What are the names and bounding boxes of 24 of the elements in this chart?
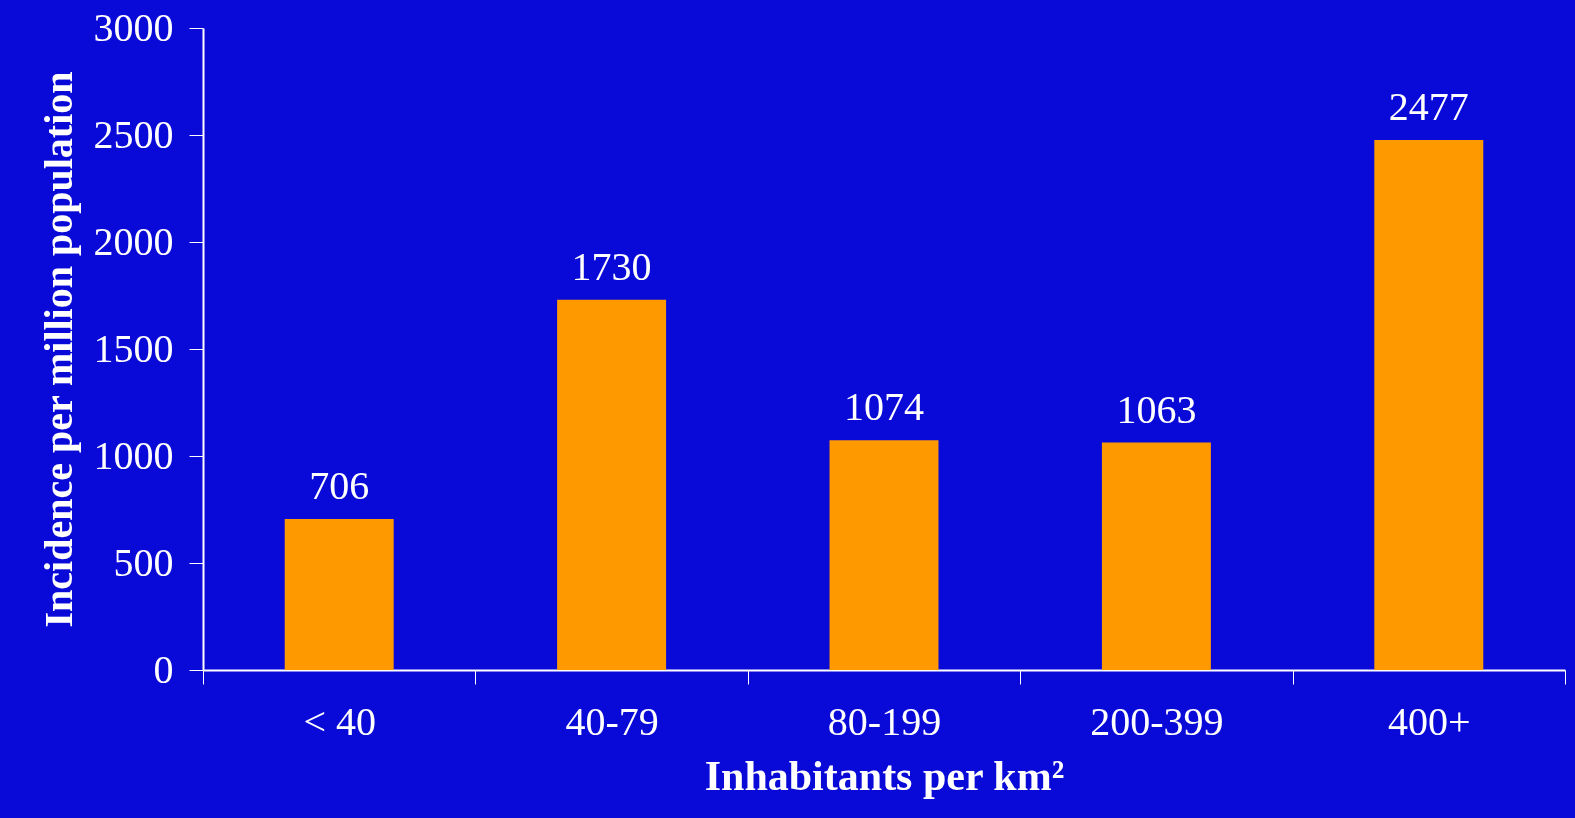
y-tick-label: 0 <box>153 646 174 692</box>
data-label: 1063 <box>1116 386 1197 432</box>
data-label: 1074 <box>844 384 924 430</box>
y-axis-title: Incidence per million population <box>35 71 81 628</box>
y-tick-label: 3000 <box>93 4 174 50</box>
y-tick-label: 2000 <box>93 218 174 264</box>
y-tick-label: 500 <box>113 539 174 585</box>
bar <box>1374 139 1484 670</box>
bar <box>284 518 394 670</box>
x-tick-label: 40-79 <box>565 698 659 744</box>
x-axis-title: Inhabitants per km² <box>704 752 1065 799</box>
data-label: 2477 <box>1388 83 1469 129</box>
bar <box>557 299 667 670</box>
x-tick-label: 200-399 <box>1090 698 1224 744</box>
x-tick-label: 80-199 <box>827 698 942 744</box>
y-tick-label: 1000 <box>93 432 174 478</box>
data-label: 1730 <box>571 243 652 289</box>
bar <box>1101 442 1211 670</box>
y-tick-label: 1500 <box>93 325 174 371</box>
data-label: 706 <box>309 462 370 508</box>
bar <box>829 440 939 670</box>
x-tick-label: < 40 <box>303 698 376 744</box>
y-tick-label: 2500 <box>93 111 174 157</box>
x-tick-label: 400+ <box>1388 698 1471 744</box>
